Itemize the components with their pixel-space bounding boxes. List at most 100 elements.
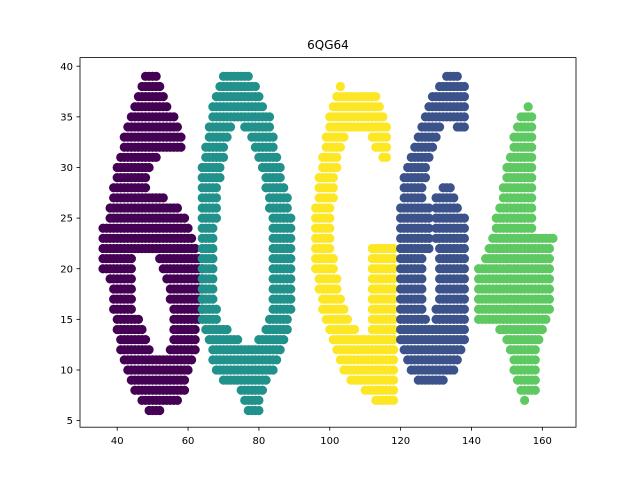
data-point [275,345,285,355]
glyph-1-points [197,71,296,416]
data-point [179,213,190,223]
data-point [208,254,218,264]
data-point [530,365,540,375]
data-point [459,81,469,92]
data-point [261,375,271,385]
data-point [222,132,232,142]
data-point [144,345,154,355]
data-point [520,395,530,405]
data-point [527,112,537,122]
x-tick-label: 100 [320,436,339,447]
data-point [332,284,342,294]
x-tick-label: 140 [462,436,481,447]
data-point [172,395,183,405]
data-point [417,183,427,193]
data-point [544,254,555,264]
data-point [388,264,399,274]
data-point [257,102,268,112]
data-point [272,152,282,162]
data-point [264,122,275,132]
data-point [218,152,229,162]
data-point [530,375,540,385]
data-point [449,365,459,375]
data-point [335,294,345,304]
data-point [332,162,342,173]
y-tick-label: 25 [60,214,73,225]
data-point [155,405,165,416]
data-point [452,203,462,213]
data-point [381,152,392,162]
data-point [388,324,399,335]
data-point [126,264,136,274]
data-point [527,213,537,223]
y-tick-label: 10 [60,366,73,377]
y-tick-label: 15 [60,315,73,326]
data-point [254,395,264,405]
data-point [445,183,455,193]
data-point [431,132,441,142]
data-point [218,142,229,152]
data-point [544,243,555,254]
data-point [420,172,431,183]
data-point [374,102,384,112]
data-point [544,304,555,314]
data-point [286,243,296,254]
data-point [381,132,392,142]
data-point [527,162,537,173]
data-point [211,314,221,324]
data-point [388,385,399,395]
data-point [459,284,469,294]
y-tick-label: 20 [60,264,73,275]
y-tick-label: 35 [60,112,73,123]
data-point [215,172,225,183]
data-point [208,243,218,254]
data-point [325,203,335,213]
data-point [179,375,190,385]
data-point [225,122,236,132]
data-point [233,335,243,345]
data-point [339,132,349,142]
data-point [208,233,218,243]
data-point [537,324,547,335]
data-point [328,172,338,183]
x-tick-label: 160 [533,436,552,447]
data-point [417,294,427,304]
data-point [544,274,555,284]
data-point [176,142,186,152]
data-point [342,314,353,324]
data-point [268,142,278,152]
data-point [211,203,221,213]
data-point [459,243,469,254]
data-point [328,193,338,203]
data-point [388,304,399,314]
data-point [243,71,253,81]
data-point [286,294,296,304]
data-point [459,304,469,314]
data-point [286,264,296,274]
data-point [417,274,427,284]
data-point [371,91,381,102]
data-point [176,132,186,142]
data-point [534,335,544,345]
data-point [272,355,282,365]
data-point [459,274,469,284]
data-point [459,91,469,102]
data-point [254,405,264,416]
data-point [169,112,179,122]
data-point [211,304,221,314]
data-point [335,142,345,152]
glyph-2-points [311,81,399,405]
data-point [527,203,537,213]
data-point [151,152,161,162]
data-point [388,365,399,375]
data-point [527,193,537,203]
data-point [459,294,469,304]
data-point [208,284,218,294]
data-point [438,375,448,385]
data-point [459,335,469,345]
data-point [544,294,555,304]
data-point [140,172,151,183]
data-point [523,102,533,112]
data-point [286,274,296,284]
